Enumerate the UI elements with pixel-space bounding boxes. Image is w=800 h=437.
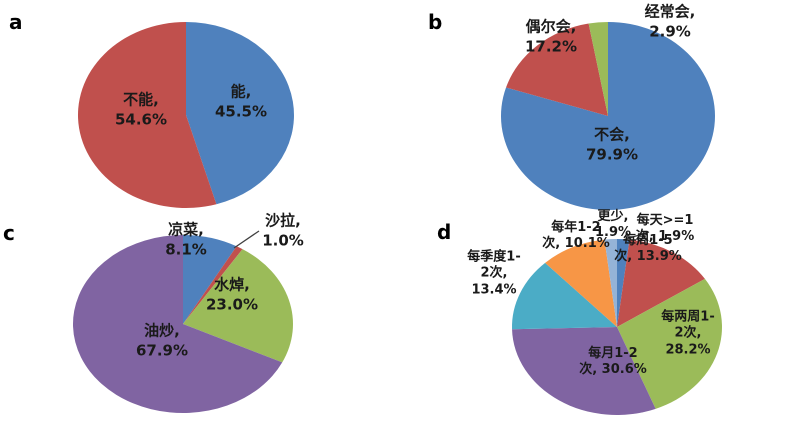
pie-slice-b-1 xyxy=(506,23,608,117)
pie-slice-b-2 xyxy=(588,22,608,116)
pie-slice-c-0 xyxy=(183,235,237,324)
pie-slice-d-1 xyxy=(617,239,705,327)
label-leader-line xyxy=(622,231,650,241)
pie-slice-d-4 xyxy=(511,262,617,330)
label-leader-line xyxy=(233,230,260,249)
pie-slice-d-2 xyxy=(617,278,722,409)
panel-label-c: c xyxy=(3,221,15,245)
pie-slice-c-3 xyxy=(72,234,283,414)
pie-slice-a-1 xyxy=(77,22,217,208)
pie-slice-d-6 xyxy=(604,239,617,327)
pie-slice-b-0 xyxy=(500,22,715,210)
pie-slice-a-0 xyxy=(186,22,294,205)
pie-slice-d-5 xyxy=(545,239,617,327)
panel-label-b: b xyxy=(428,10,443,34)
pie-slice-d-0 xyxy=(617,239,630,327)
panel-label-d: d xyxy=(437,220,452,244)
pie-slice-c-1 xyxy=(183,246,243,324)
panel-label-a: a xyxy=(9,10,23,34)
pie-slice-d-3 xyxy=(512,327,656,415)
pie-slice-c-2 xyxy=(183,249,293,363)
